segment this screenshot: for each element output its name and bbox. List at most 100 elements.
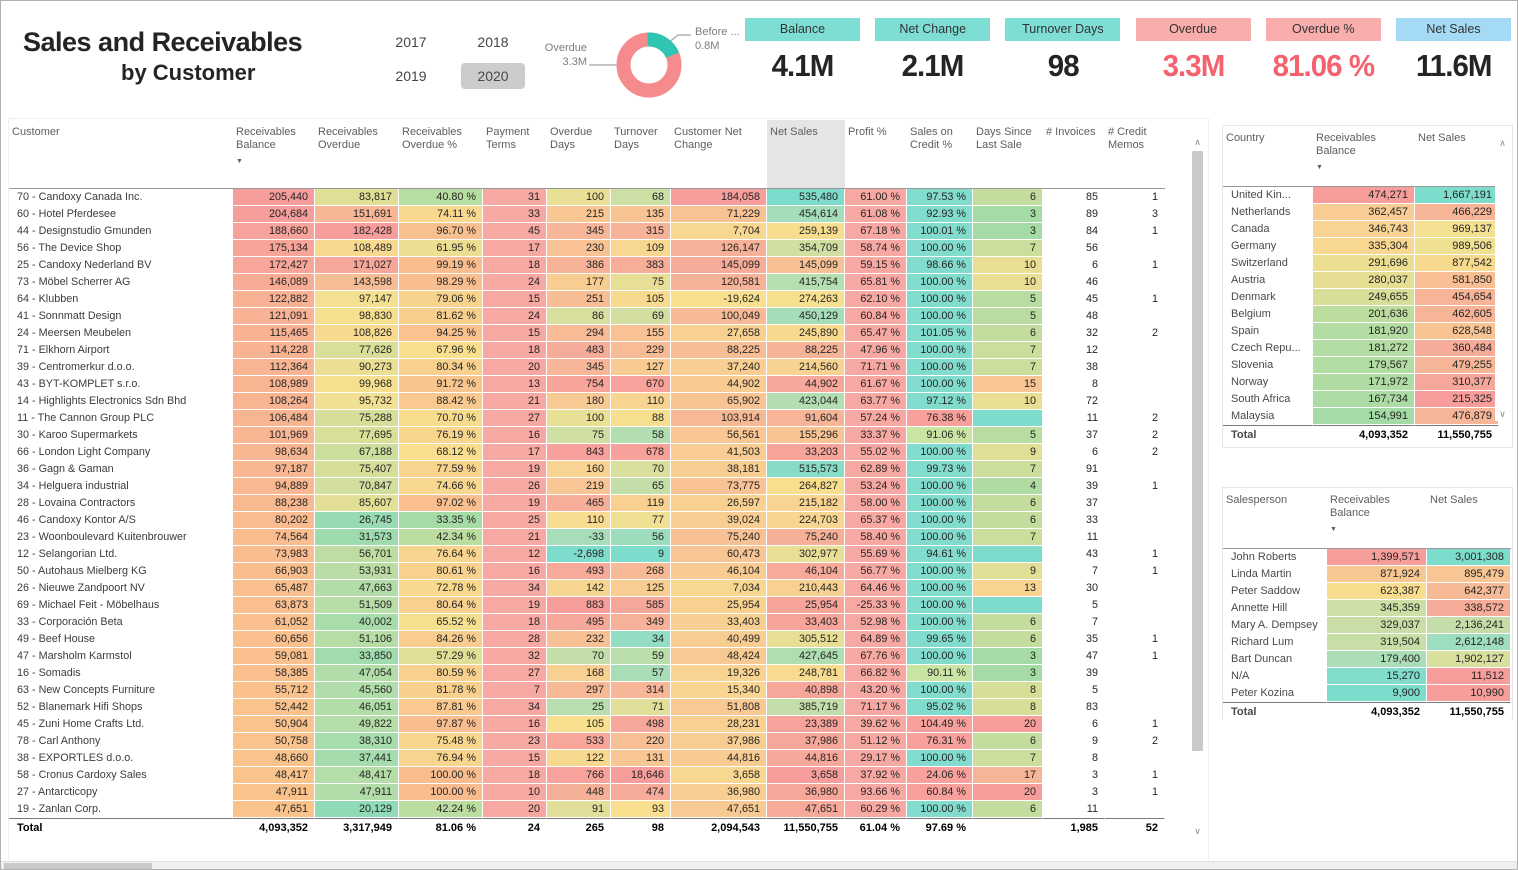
cell-terms[interactable]: 15: [483, 325, 547, 342]
cell-customer[interactable]: 44 - Designstudio Gmunden: [9, 223, 233, 240]
cell-credit_memos[interactable]: 2: [1105, 427, 1165, 444]
cell-credit_memos[interactable]: [1105, 274, 1165, 291]
cell-net_change[interactable]: 33,403: [671, 614, 767, 631]
cell-sales_on_credit_pct[interactable]: 98.66 %: [907, 257, 973, 274]
cell-turnover_days[interactable]: 9: [611, 546, 671, 563]
cell-country_net_sales[interactable]: 969,137: [1415, 221, 1499, 238]
cell-turnover_days[interactable]: 131: [611, 750, 671, 767]
cell-credit_memos[interactable]: [1105, 393, 1165, 410]
column-header-overdue_pct[interactable]: Receivables Overdue %: [399, 120, 483, 189]
cell-salesperson[interactable]: Annette Hill: [1223, 600, 1327, 617]
column-header-salesperson[interactable]: Salesperson: [1223, 488, 1327, 549]
cell-profit_pct[interactable]: 62.89 %: [845, 461, 907, 478]
cell-days_since_last_sale[interactable]: 5: [973, 291, 1043, 308]
cell-overdue[interactable]: 75,407: [315, 461, 399, 478]
cell-terms[interactable]: 21: [483, 529, 547, 546]
cell-balance[interactable]: 121,091: [233, 308, 315, 325]
cell-net_change[interactable]: 47,651: [671, 801, 767, 818]
cell-net_sales[interactable]: 515,573: [767, 461, 845, 478]
cell-days_since_last_sale[interactable]: 13: [973, 580, 1043, 597]
cell-customer[interactable]: 50 - Autohaus Mielberg KG: [9, 563, 233, 580]
cell-terms[interactable]: 16: [483, 716, 547, 733]
cell-profit_pct[interactable]: 60.29 %: [845, 801, 907, 818]
cell-credit_memos[interactable]: [1105, 665, 1165, 682]
cell-net_sales[interactable]: 40,898: [767, 682, 845, 699]
cell-customer[interactable]: 39 - Centromerkur d.o.o.: [9, 359, 233, 376]
cell-customer[interactable]: 30 - Karoo Supermarkets: [9, 427, 233, 444]
cell-overdue_days[interactable]: 345: [547, 359, 611, 376]
cell-overdue_pct[interactable]: 76.19 %: [399, 427, 483, 444]
cell-credit_memos[interactable]: [1105, 512, 1165, 529]
cell-net_change[interactable]: 44,816: [671, 750, 767, 767]
cell-country_balance[interactable]: 249,655: [1313, 289, 1415, 306]
cell-terms[interactable]: 32: [483, 648, 547, 665]
cell-sp_net_sales[interactable]: 3,001,308: [1427, 549, 1511, 566]
cell-credit_memos[interactable]: 1: [1105, 546, 1165, 563]
cell-balance[interactable]: 146,089: [233, 274, 315, 291]
cell-turnover_days[interactable]: 125: [611, 580, 671, 597]
cell-sales_on_credit_pct[interactable]: 100.00 %: [907, 580, 973, 597]
scroll-up-arrow[interactable]: ∧: [1194, 137, 1201, 147]
cell-customer[interactable]: 26 - Nieuwe Zandpoort NV: [9, 580, 233, 597]
cell-sp_net_sales[interactable]: 642,377: [1427, 583, 1511, 600]
cell-overdue_days[interactable]: 215: [547, 206, 611, 223]
cell-net_change[interactable]: 37,986: [671, 733, 767, 750]
cell-balance[interactable]: 172,427: [233, 257, 315, 274]
cell-sales_on_credit_pct[interactable]: 76.38 %: [907, 410, 973, 427]
cell-customer[interactable]: 16 - Somadis: [9, 665, 233, 682]
cell-sales_on_credit_pct[interactable]: 100.00 %: [907, 291, 973, 308]
cell-net_sales[interactable]: 44,902: [767, 376, 845, 393]
scroll-down-arrow[interactable]: ∨: [1194, 826, 1201, 836]
cell-net_sales[interactable]: 354,709: [767, 240, 845, 257]
cell-sp_balance[interactable]: 179,400: [1327, 651, 1427, 668]
cell-overdue_days[interactable]: -2,698: [547, 546, 611, 563]
cell-turnover_days[interactable]: 58: [611, 427, 671, 444]
cell-overdue_pct[interactable]: 33.35 %: [399, 512, 483, 529]
cell-overdue_days[interactable]: 122: [547, 750, 611, 767]
cell-credit_memos[interactable]: 1: [1105, 631, 1165, 648]
cell-overdue[interactable]: 31,573: [315, 529, 399, 546]
cell-profit_pct[interactable]: 71.17 %: [845, 699, 907, 716]
cell-country[interactable]: Norway: [1223, 374, 1313, 391]
cell-country_net_sales[interactable]: 360,484: [1415, 340, 1499, 357]
cell-balance[interactable]: 112,364: [233, 359, 315, 376]
cell-terms[interactable]: 12: [483, 546, 547, 563]
cell-customer[interactable]: 70 - Candoxy Canada Inc.: [9, 189, 233, 206]
cell-customer[interactable]: 25 - Candoxy Nederland BV: [9, 257, 233, 274]
cell-overdue_pct[interactable]: 76.64 %: [399, 546, 483, 563]
cell-profit_pct[interactable]: 39.62 %: [845, 716, 907, 733]
cell-net_sales[interactable]: 454,614: [767, 206, 845, 223]
cell-country[interactable]: United Kin...: [1223, 187, 1313, 204]
cell-balance[interactable]: 48,660: [233, 750, 315, 767]
cell-sp_net_sales[interactable]: 895,479: [1427, 566, 1511, 583]
cell-sales_on_credit_pct[interactable]: 100.00 %: [907, 529, 973, 546]
cell-country[interactable]: Switzerland: [1223, 255, 1313, 272]
cell-net_sales[interactable]: 248,781: [767, 665, 845, 682]
cell-country_net_sales[interactable]: 1,667,191: [1415, 187, 1499, 204]
cell-days_since_last_sale[interactable]: 4: [973, 478, 1043, 495]
cell-net_change[interactable]: 60,473: [671, 546, 767, 563]
cell-credit_memos[interactable]: 2: [1105, 733, 1165, 750]
cell-balance[interactable]: 47,651: [233, 801, 315, 818]
cell-sp_balance[interactable]: 871,924: [1327, 566, 1427, 583]
cell-invoices[interactable]: 7: [1043, 614, 1105, 631]
cell-overdue_pct[interactable]: 94.25 %: [399, 325, 483, 342]
cell-overdue_pct[interactable]: 100.00 %: [399, 784, 483, 801]
cell-invoices[interactable]: 6: [1043, 716, 1105, 733]
cell-credit_memos[interactable]: [1105, 240, 1165, 257]
cell-country[interactable]: Germany: [1223, 238, 1313, 255]
cell-invoices[interactable]: 5: [1043, 682, 1105, 699]
column-header-invoices[interactable]: # Invoices: [1043, 120, 1105, 189]
cell-sales_on_credit_pct[interactable]: 104.49 %: [907, 716, 973, 733]
cell-days_since_last_sale[interactable]: 6: [973, 801, 1043, 818]
cell-terms[interactable]: 19: [483, 495, 547, 512]
cell-overdue_days[interactable]: 70: [547, 648, 611, 665]
column-header-sp_balance[interactable]: Receivables Balance ▼: [1327, 488, 1427, 549]
cell-net_change[interactable]: 39,024: [671, 512, 767, 529]
cell-net_sales[interactable]: 33,203: [767, 444, 845, 461]
cell-profit_pct[interactable]: 71.71 %: [845, 359, 907, 376]
cell-credit_memos[interactable]: 1: [1105, 223, 1165, 240]
cell-customer[interactable]: 36 - Gagn & Gaman: [9, 461, 233, 478]
cell-country[interactable]: Denmark: [1223, 289, 1313, 306]
cell-overdue_days[interactable]: 448: [547, 784, 611, 801]
